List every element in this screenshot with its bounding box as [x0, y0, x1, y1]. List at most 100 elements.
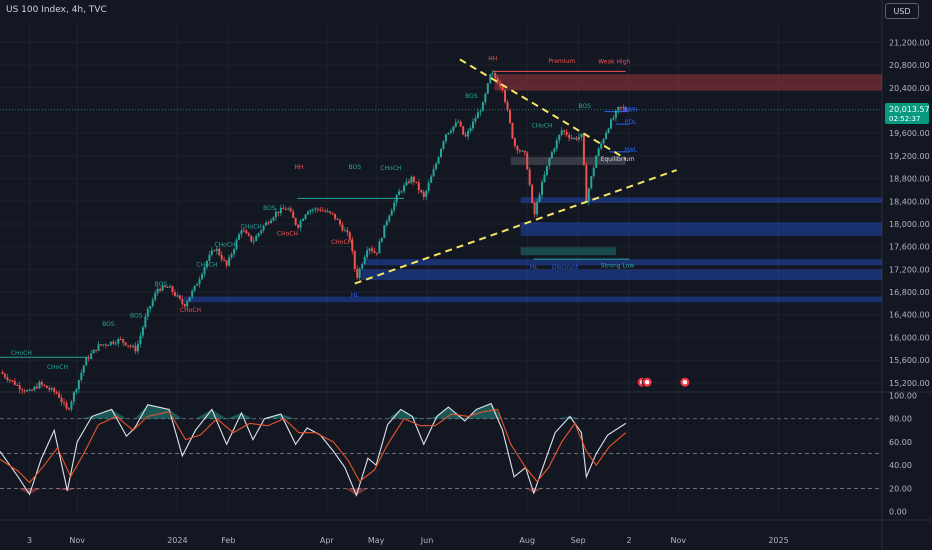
candle-body [237, 234, 240, 240]
candle-body [371, 248, 374, 252]
candle-body [63, 402, 66, 404]
candle-body [555, 140, 558, 149]
candle-body [122, 339, 125, 343]
candle-body [491, 72, 494, 75]
candle-body [146, 308, 149, 317]
price-tick-label: 19,600.00 [889, 129, 930, 138]
candle-body [494, 72, 497, 79]
candle-body [60, 397, 63, 403]
candle-body [619, 106, 622, 108]
candle-body [378, 241, 381, 254]
price-badge-bg [885, 103, 929, 124]
candle-body [343, 230, 346, 232]
price-tick-label: 20,400.00 [889, 84, 930, 93]
candle-body [437, 157, 440, 164]
time-tick-label: 3 [27, 536, 32, 545]
annotation-label: CHoCH [241, 223, 262, 230]
candle-body [205, 260, 208, 268]
candle-body [400, 191, 403, 193]
candle-body [425, 190, 428, 197]
candle-body [605, 132, 608, 139]
candle-body [35, 386, 38, 389]
rsi-tick-label: 60.00 [889, 438, 912, 447]
candle-body [403, 185, 406, 192]
candle-body [215, 248, 218, 251]
candle-body [464, 134, 467, 137]
candle-body [501, 86, 504, 91]
candle-body [55, 391, 58, 394]
price-tick-label: 15,200.00 [889, 379, 930, 388]
price-tick-label: 18,400.00 [889, 197, 930, 206]
chart-title: US 100 Index, 4h, TVC [6, 5, 107, 15]
candle-body [102, 344, 105, 346]
zone-demand [361, 269, 882, 281]
candle-body [385, 221, 388, 226]
candle-body [306, 211, 309, 215]
candle-body [250, 235, 253, 242]
candle-body [432, 169, 435, 177]
annotation-label: BOS [578, 103, 591, 110]
candle-body [326, 211, 329, 213]
annotations: HH BOS HL HH Premium Weak High BOS PWH PDL PWL CHo… [11, 56, 691, 388]
time-tick-label: 2 [627, 536, 632, 545]
zones [183, 74, 882, 303]
candle-body [398, 191, 401, 196]
candle-body [297, 224, 300, 228]
price-tick-label: 15,600.00 [889, 356, 930, 365]
rsi-tick-label: 20.00 [889, 484, 912, 493]
candle-body [245, 230, 248, 234]
price-tick-label: 18,800.00 [889, 175, 930, 184]
candle-body [198, 279, 201, 285]
candle-body [124, 342, 127, 346]
candle-body [186, 301, 189, 307]
currency-button[interactable]: USD [885, 3, 919, 19]
candle-body [462, 126, 465, 135]
candle-body [178, 295, 181, 299]
annotation-label: Premium [548, 58, 575, 65]
zone-demand [520, 222, 882, 236]
candle-body [247, 233, 250, 236]
candle-body [92, 349, 95, 354]
candle-body [161, 285, 164, 291]
candle-body [109, 341, 112, 345]
annotation-label: BOS [263, 205, 276, 212]
candle-body [210, 250, 213, 255]
candle-body [252, 241, 255, 243]
candle-body [90, 353, 93, 359]
candle-body [100, 344, 103, 346]
candle-body [183, 304, 186, 307]
candle-body [80, 372, 83, 381]
annotation-label: BOS [348, 164, 361, 171]
candle-body [563, 130, 566, 132]
time-tick-label: 2025 [768, 536, 788, 545]
candle-body [558, 134, 561, 141]
candle-body [548, 158, 551, 166]
annotation-label: BOS [465, 93, 478, 100]
time-tick-label: Nov [69, 536, 85, 545]
candle-body [390, 210, 393, 216]
candle-body [176, 295, 179, 297]
annotation-label: Strong Low [601, 263, 635, 270]
candle-body [132, 345, 135, 347]
candle-body [95, 349, 98, 351]
rsi-tick-label: 80.00 [889, 415, 912, 424]
candle-body [45, 385, 48, 389]
candle-body [380, 238, 383, 242]
candle-body [336, 218, 339, 220]
candle-body [356, 268, 359, 278]
candle-body [139, 335, 142, 345]
candle-body [8, 379, 11, 381]
candle-body [6, 377, 9, 380]
candle-body [543, 174, 546, 183]
candle-body [407, 181, 410, 183]
candle-body [383, 225, 386, 239]
annotation-label: Weak High [598, 58, 630, 65]
candle-body [570, 137, 573, 139]
candle-body [430, 176, 433, 183]
candles [1, 69, 627, 412]
candle-body [282, 207, 285, 209]
candle-body [97, 344, 100, 351]
candle-body [87, 357, 90, 359]
candle-body [255, 236, 258, 242]
